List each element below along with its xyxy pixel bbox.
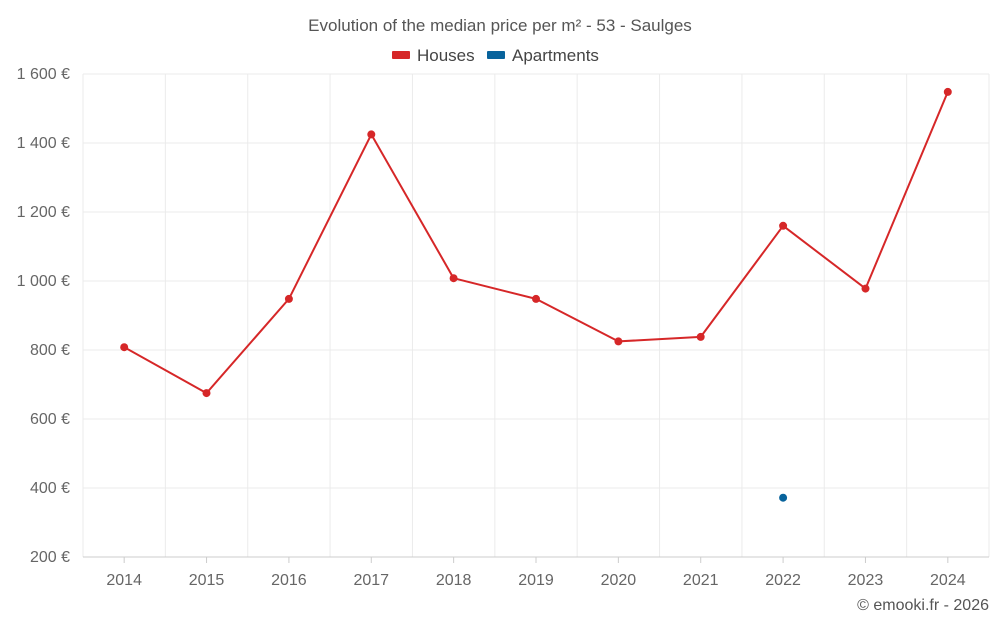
legend-label-apartments: Apartments [512,46,599,65]
data-point-houses[interactable] [614,337,623,346]
legend-swatch-apartments [487,51,505,59]
x-tick-label: 2018 [436,572,472,589]
data-point-houses[interactable] [367,130,376,139]
data-point-houses[interactable] [532,294,540,303]
credit: © emooki.fr - 2026 [857,597,989,614]
data-point-houses[interactable] [284,294,293,303]
y-axis: 200 € 400 € 600 € 800 € 1 000 € 1 200 € 1 400 … [17,66,70,566]
data-point-houses[interactable] [696,332,705,341]
chart-title: Evolution of the median price per m² - 5… [308,16,692,35]
y-tick-label: 1 600 € [17,66,70,83]
y-tick-label: 400 € [30,480,70,497]
data-point-houses[interactable] [120,343,129,352]
y-tick-label: 1 400 € [17,135,70,152]
data-point-apartments[interactable] [779,493,788,502]
data-point-houses[interactable] [449,274,458,283]
x-tick-label: 2021 [683,572,719,589]
x-tick-label: 2023 [848,572,884,589]
x-tick-label: 2014 [106,572,142,589]
y-tick-label: 1 200 € [17,204,70,221]
data-point-houses[interactable] [779,221,788,230]
y-tick-label: 800 € [30,342,70,359]
legend-item-houses[interactable]: Houses [392,46,475,65]
x-tick-label: 2024 [930,572,966,589]
legend-label-houses: Houses [417,46,475,65]
x-tick-label: 2016 [271,572,307,589]
legend-swatch-houses [392,51,410,59]
x-tick-label: 2017 [353,572,389,589]
data-point-houses[interactable] [943,87,952,96]
x-tick-label: 2015 [189,572,225,589]
legend-item-apartments[interactable]: Apartments [487,46,599,65]
x-axis: 2014 2015 2016 2017 2018 2019 2020 2021 2022 2023… [83,556,989,589]
legend: Houses Apartments [392,46,599,65]
x-tick-label: 2019 [518,572,554,589]
data-point-houses[interactable] [861,284,870,293]
y-tick-label: 1 000 € [17,273,70,290]
data-point-houses[interactable] [202,389,211,398]
grid [82,73,990,558]
x-tick-label: 2020 [601,572,637,589]
series-layer [120,87,952,502]
y-tick-label: 200 € [30,549,70,566]
x-tick-label: 2022 [765,572,801,589]
y-tick-label: 600 € [30,411,70,428]
